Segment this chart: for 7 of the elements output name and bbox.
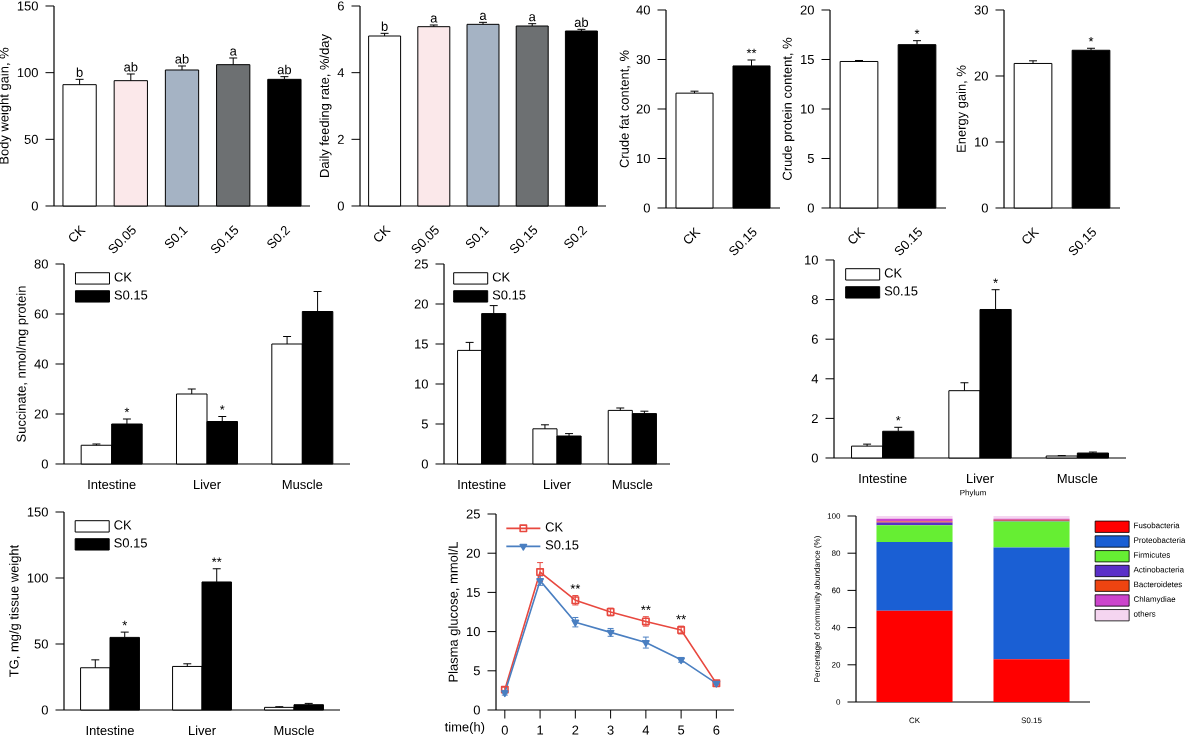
bar bbox=[993, 547, 1070, 660]
bar bbox=[876, 525, 953, 543]
bar bbox=[993, 659, 1070, 702]
point bbox=[536, 568, 545, 576]
bar bbox=[876, 610, 953, 702]
bar bbox=[993, 521, 1070, 548]
bar bbox=[876, 542, 953, 611]
